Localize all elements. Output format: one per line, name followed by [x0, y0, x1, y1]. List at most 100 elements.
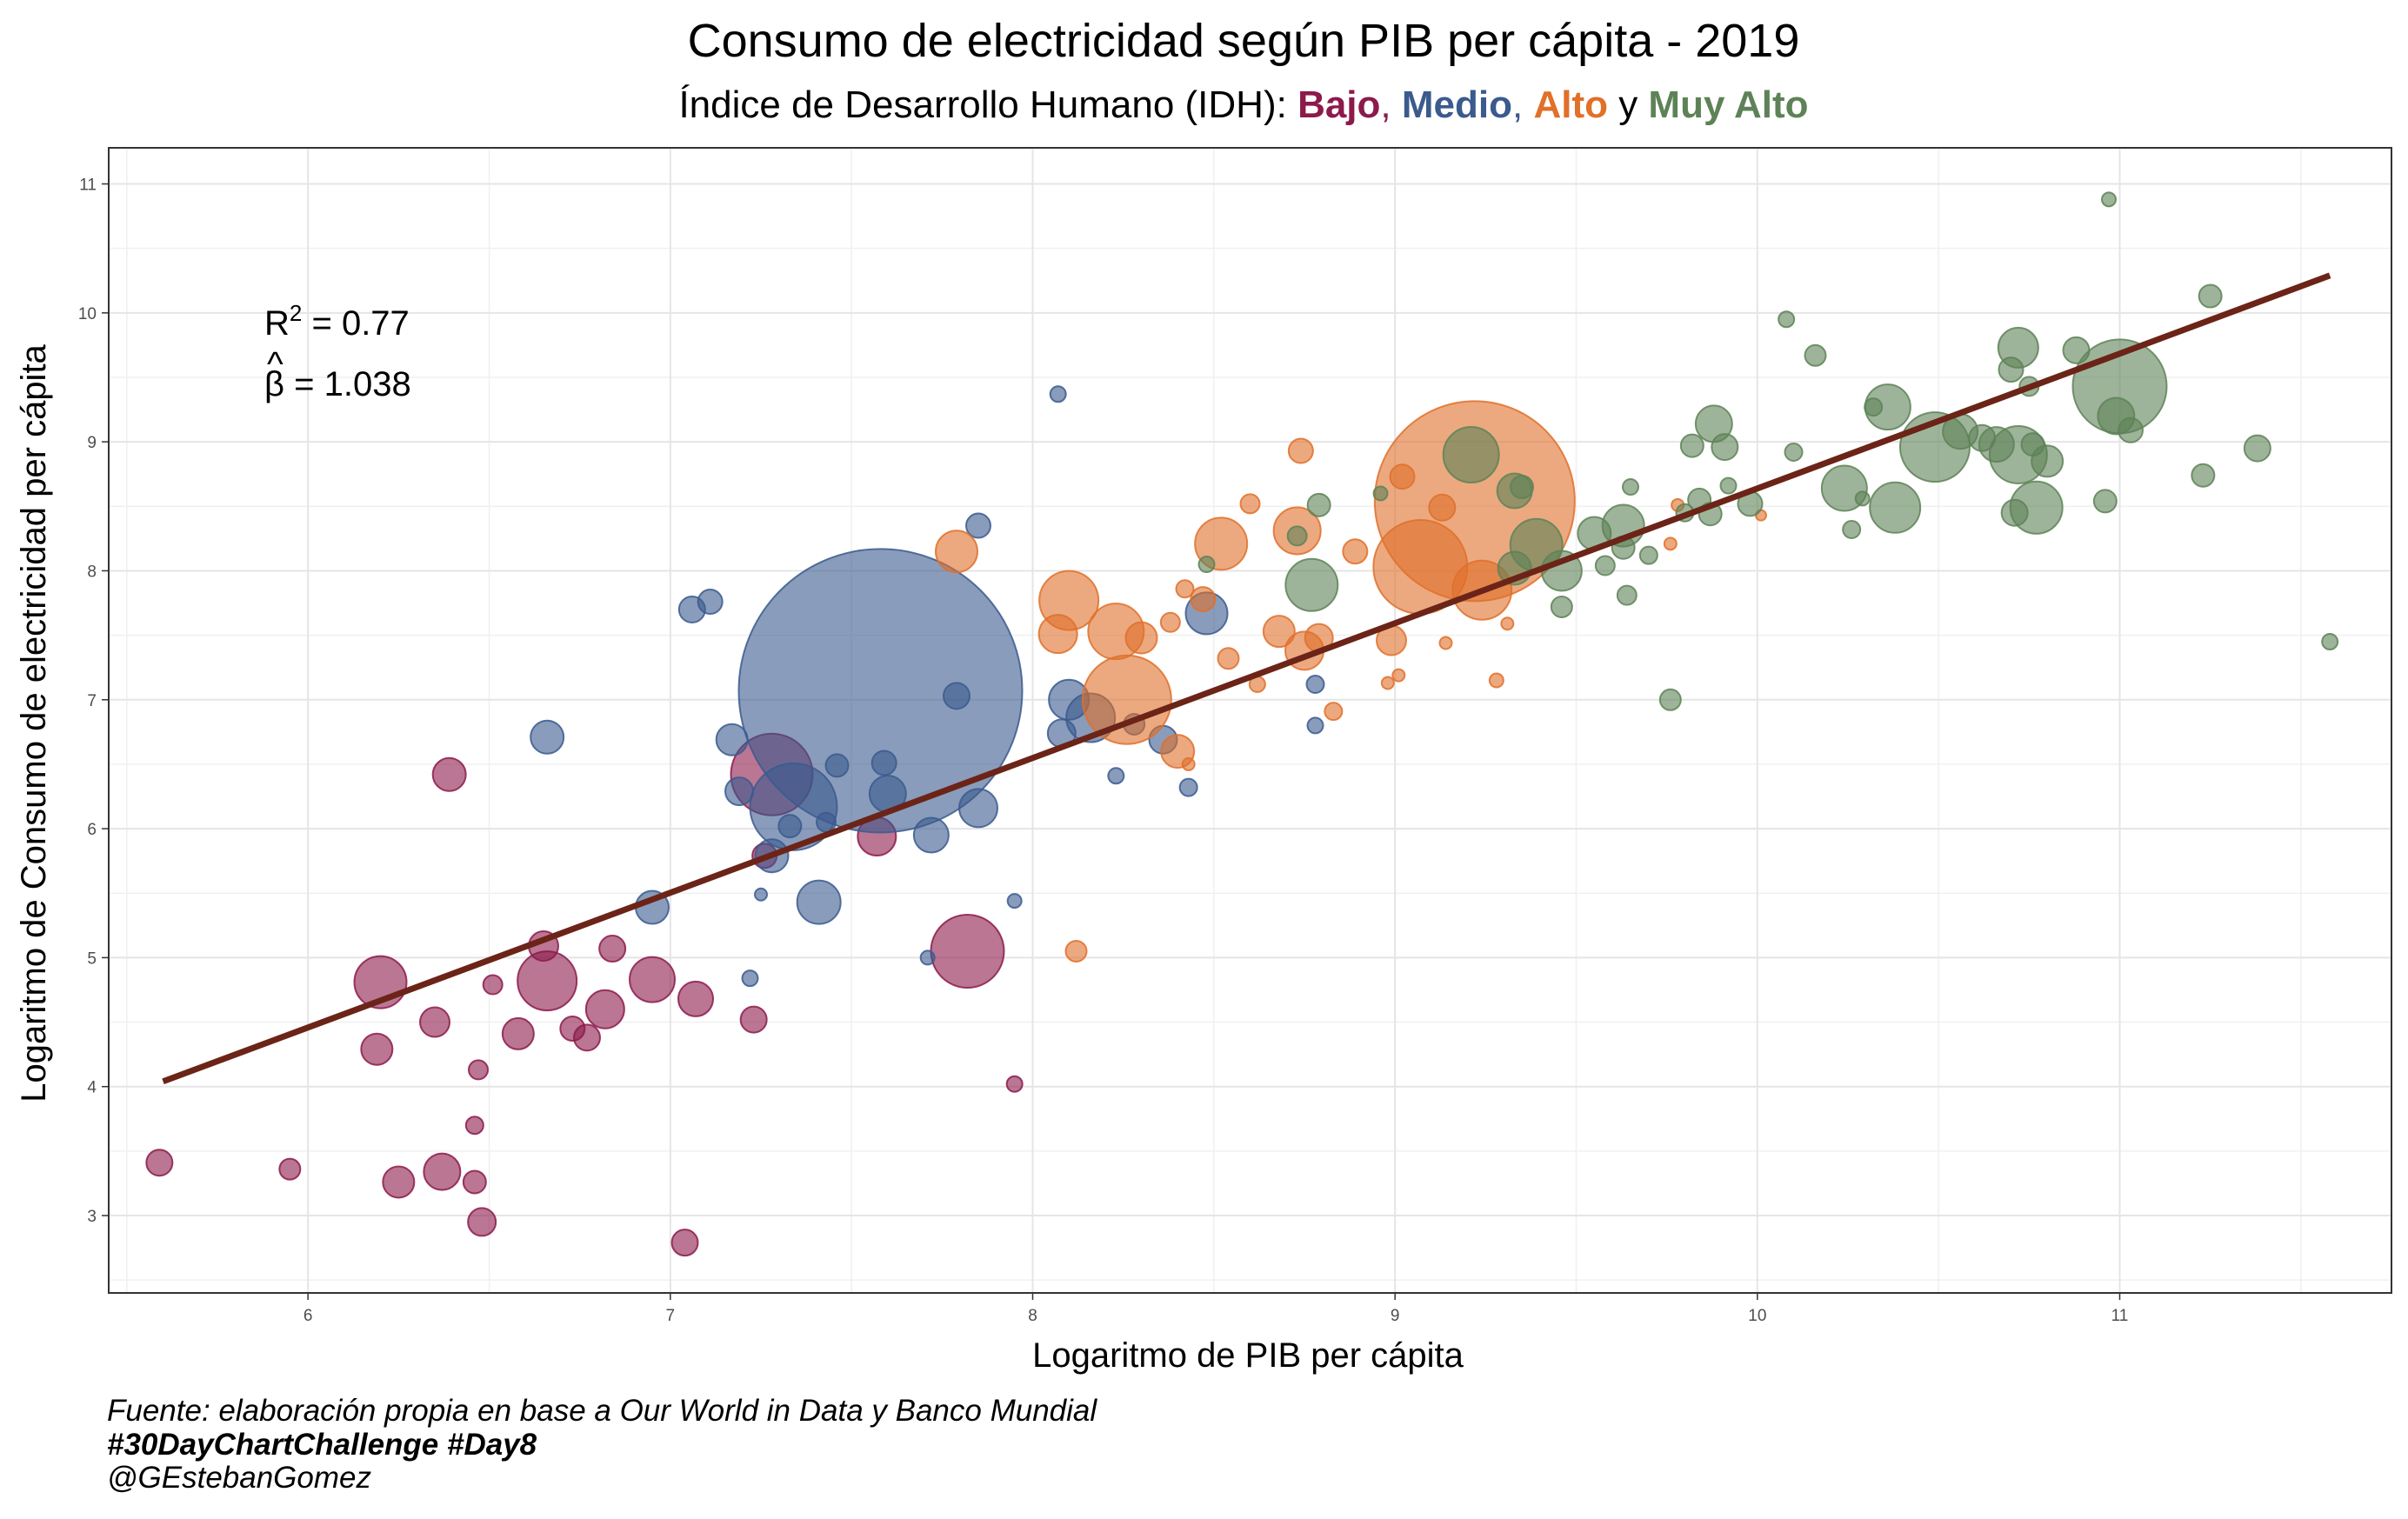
data-point [1006, 893, 1023, 909]
data-point [2198, 283, 2223, 309]
r-squared-label: R2 = 0.77 [264, 300, 410, 343]
data-point [382, 1165, 416, 1199]
plot-area: 6 7 8 9 10 11 3 4 5 6 7 8 9 10 11 R2 = 0.77^β = 1.038 [78, 147, 2392, 1325]
data-point [1049, 385, 1067, 403]
subtitle-separator: , [1380, 83, 1401, 126]
data-point [1842, 520, 1862, 539]
x-axis-title: Logaritmo de PIB per cápita [1032, 1336, 1464, 1375]
data-point [1438, 636, 1453, 650]
data-point [1622, 478, 1639, 496]
data-point [1778, 310, 1796, 329]
data-point [870, 750, 897, 776]
data-point [1550, 595, 1573, 618]
data-point [1638, 545, 1658, 565]
data-point [715, 723, 749, 756]
plot-background [109, 148, 2391, 1293]
y-tick-label: 5 [87, 949, 97, 968]
y-tick-label: 4 [87, 1079, 97, 1097]
data-point [2101, 191, 2117, 208]
data-point [935, 530, 978, 574]
data-point [1107, 767, 1125, 785]
data-point [423, 1152, 462, 1191]
data-point [919, 949, 936, 966]
data-point [1306, 492, 1331, 517]
subtitle-separator: y [1608, 83, 1648, 126]
data-point [584, 989, 625, 1029]
data-point [741, 969, 759, 988]
data-point [468, 1059, 489, 1081]
data-point [2243, 434, 2271, 463]
subtitle-group-2: Medio [1402, 83, 1512, 126]
data-point [1175, 579, 1195, 599]
data-point [1510, 475, 1534, 500]
data-point [145, 1149, 174, 1177]
data-point [2009, 480, 2064, 535]
data-point [1181, 756, 1196, 771]
y-tick-label: 10 [78, 305, 97, 323]
data-point [1500, 616, 1515, 631]
data-point [1711, 433, 1739, 462]
subtitle-group-4: Muy Alto [1648, 83, 1808, 126]
data-point [530, 719, 565, 755]
data-point [517, 950, 578, 1012]
y-tick-label: 9 [87, 434, 97, 452]
data-point [1784, 443, 1804, 463]
data-point [1159, 611, 1181, 633]
x-tick-label: 11 [2111, 1307, 2129, 1325]
chart-subtitle: Índice de Desarrollo Humano (IDH): Bajo,… [678, 83, 1808, 126]
series-muy-alto [1197, 191, 2339, 711]
data-point [1178, 777, 1198, 797]
y-tick-label: 11 [79, 177, 97, 195]
data-point [278, 1157, 302, 1181]
data-point [1005, 1075, 1024, 1093]
data-point [1372, 485, 1389, 502]
data-point [598, 935, 627, 963]
data-point [1239, 493, 1261, 515]
data-point [462, 1169, 487, 1195]
data-point [2321, 633, 2339, 651]
data-point [1854, 490, 1871, 507]
data-point [677, 980, 714, 1017]
data-point [1286, 525, 1308, 547]
data-point [1488, 672, 1504, 689]
y-tick-label: 6 [87, 821, 97, 839]
caption-author: @GEstebanGomez [107, 1461, 371, 1495]
data-point [796, 879, 842, 925]
data-point [1197, 556, 1216, 574]
data-point [2031, 444, 2064, 478]
data-point [1305, 674, 1325, 694]
data-point [1038, 570, 1100, 631]
subtitle-prefix: Índice de Desarrollo Humano (IDH): [678, 83, 1297, 126]
data-point [1081, 654, 1172, 745]
data-point [1658, 688, 1682, 711]
data-point [1719, 476, 1738, 495]
data-point [431, 756, 467, 792]
data-point [1217, 647, 1240, 670]
data-point [754, 887, 768, 902]
data-point [958, 788, 998, 829]
chart-title: Consumo de electricidad según PIB per cá… [688, 15, 1800, 67]
data-point [965, 512, 991, 539]
data-point [1306, 716, 1324, 735]
data-point [573, 1023, 601, 1052]
data-point [464, 1116, 484, 1136]
data-point [1804, 343, 1827, 367]
x-tick-label: 8 [1028, 1307, 1037, 1325]
data-point [697, 589, 724, 616]
data-point [739, 1005, 768, 1034]
data-point [2092, 489, 2118, 514]
y-tick-label: 8 [87, 563, 97, 581]
y-tick-label: 7 [87, 692, 97, 710]
data-point [1190, 586, 1217, 613]
beta-hat-accent: ^ [267, 345, 283, 383]
data-point [724, 776, 754, 807]
data-point [1284, 557, 1339, 612]
caption-hashtag: #30DayChartChallenge #Day8 [107, 1428, 537, 1462]
data-point [1342, 538, 1369, 565]
data-point [419, 1006, 450, 1038]
data-point [737, 548, 1024, 834]
y-axis-title: Logaritmo de Consumo de electricidad per… [15, 343, 53, 1102]
x-tick-label: 9 [1391, 1307, 1400, 1325]
